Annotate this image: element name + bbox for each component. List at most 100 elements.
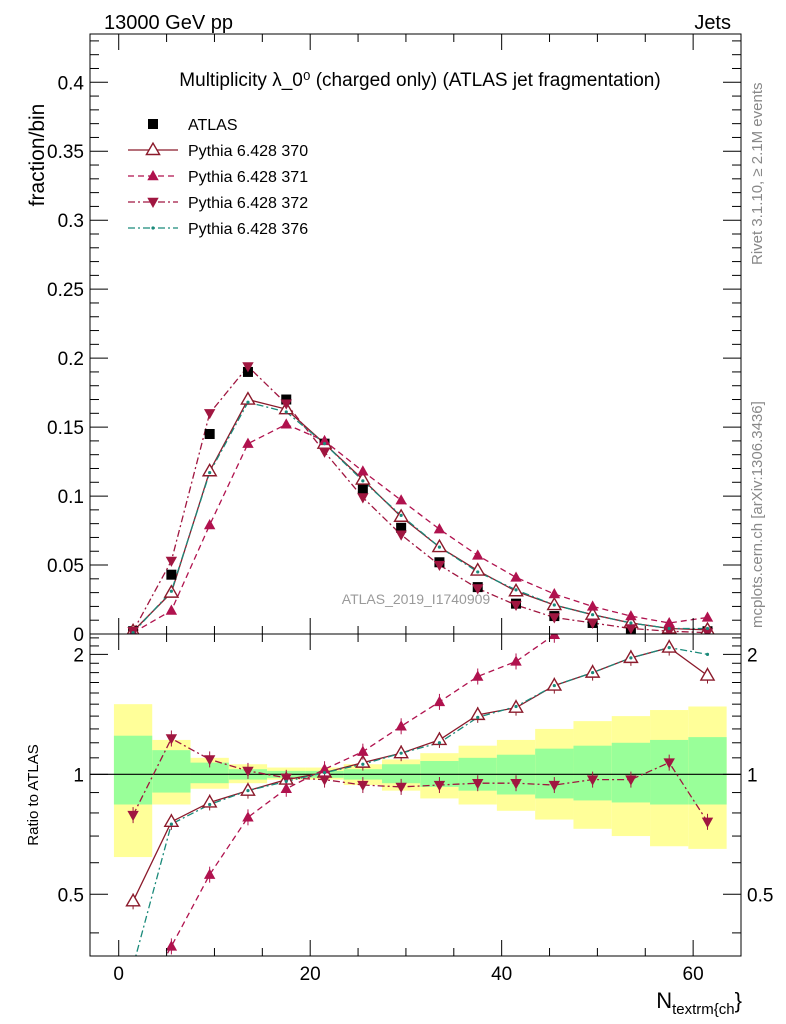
- series-point: [663, 616, 675, 628]
- legend: ATLAS Pythia 6.428 370 Pythia 6.428 371 Pyt…: [128, 117, 308, 238]
- ratio-point: [355, 754, 371, 768]
- y-tick-label: 0.35: [47, 142, 84, 163]
- series-point: [318, 447, 331, 458]
- series-point: [361, 479, 365, 483]
- ratio-point: [361, 762, 365, 766]
- ratio-point: [280, 773, 292, 784]
- ratio-point: [629, 656, 633, 660]
- rivet-label: Rivet 3.1.10, ≥ 2.1M events: [749, 83, 766, 266]
- ratio-point: [433, 695, 446, 707]
- series-point: [357, 465, 369, 476]
- ratio-point: [510, 655, 522, 666]
- ratio-point: [476, 715, 480, 719]
- series-line-ratio: [135, 646, 708, 956]
- ratio-point: [201, 794, 218, 808]
- ratio-point: [169, 822, 173, 826]
- ratio-point: [203, 868, 216, 879]
- header-right: Jets: [694, 12, 731, 34]
- ratio-point: [552, 683, 556, 688]
- ratio-plot-area: [90, 473, 741, 1018]
- ratio-point: [701, 817, 714, 828]
- ratio-point: [663, 758, 675, 769]
- series-line-main: [132, 365, 708, 634]
- ratio-point: [667, 645, 671, 650]
- y-tick-label: 0.1: [58, 487, 84, 508]
- ratio-point: [127, 1008, 138, 1018]
- ratio-y-ticks: 0.5 0.5 1 1 2 2: [58, 637, 773, 934]
- series-point: [476, 570, 480, 574]
- legend-label: Pythia 6.428 370: [188, 143, 308, 160]
- ratio-point: [472, 670, 484, 681]
- x-tick-label: 40: [491, 964, 512, 985]
- series-point: [318, 434, 331, 446]
- ratio-point: [510, 779, 522, 790]
- series-point: [169, 589, 173, 593]
- ratio-point: [357, 780, 369, 792]
- ratio-point: [322, 771, 327, 775]
- series-point: [395, 530, 407, 541]
- ratio-point: [702, 473, 713, 483]
- series-point: [552, 603, 556, 607]
- plot-title: Multiplicity λ_0⁰ (charged only) (ATLAS …: [179, 70, 660, 91]
- ratio-point: [163, 813, 180, 828]
- series-point: [203, 519, 216, 530]
- x-axis-label: Ntextrm{ch}: [656, 988, 742, 1018]
- ratio-point: [395, 782, 407, 793]
- y-tick-label: 0.3: [58, 211, 84, 232]
- y-tick-label: 0.15: [47, 418, 84, 439]
- ratio-point: [318, 775, 331, 786]
- series-point: [472, 584, 484, 595]
- series-point: [357, 493, 369, 504]
- series-point: [701, 628, 714, 634]
- series-point: [586, 618, 599, 629]
- ratio-panel: 0.5 0.5 1 1 2 2 Ratio to ATLAS 0 20 40 60 Ntextr…: [25, 34, 773, 1018]
- ratio-point: [431, 731, 448, 746]
- ratio-point: [131, 965, 134, 968]
- y-tick-label: 0.25: [47, 280, 84, 301]
- watermark: ATLAS_2019_I1740909: [342, 591, 491, 607]
- series-point: [667, 626, 671, 631]
- ratio-point: [280, 782, 292, 793]
- series-point: [625, 610, 637, 621]
- main-panel: 0 0.05 0.1 0.15 0.2 0.25 0.3 0.35 0.4 Multiplici…: [26, 33, 742, 646]
- series-point: [510, 600, 522, 612]
- legend-label: Pythia 6.428 371: [188, 169, 308, 186]
- series-point: [284, 410, 288, 414]
- ratio-point: [127, 810, 139, 822]
- ratio-point: [318, 763, 331, 774]
- series-point: [586, 600, 599, 611]
- series-point: [663, 627, 675, 634]
- ratio-tick-label-right: 0.5: [747, 885, 773, 906]
- ratio-point: [472, 779, 484, 790]
- series-point: [395, 494, 407, 505]
- series-point: [701, 611, 714, 622]
- ratio-point: [284, 779, 288, 783]
- series-point: [469, 562, 486, 576]
- ratio-point: [208, 802, 212, 807]
- series-point: [131, 631, 135, 634]
- series-point: [548, 613, 561, 624]
- x-tick-label: 20: [300, 964, 321, 985]
- series-point: [165, 604, 178, 615]
- data-point: [357, 484, 368, 495]
- series-point: [399, 513, 403, 517]
- ratio-point: [203, 755, 216, 766]
- series-point: [510, 571, 522, 582]
- ratio-band-inner: [190, 762, 229, 784]
- series-point: [240, 391, 256, 405]
- ratio-point: [165, 940, 178, 951]
- ratio-band-inner: [650, 739, 689, 805]
- legend-label: Pythia 6.428 372: [188, 195, 308, 212]
- ratio-band-inner: [152, 750, 191, 793]
- data-point: [166, 569, 177, 580]
- ratio-tick-label-left: 2: [73, 645, 84, 666]
- ratio-point: [663, 537, 674, 547]
- ratio-point: [433, 780, 446, 792]
- legend-marker: [151, 226, 155, 230]
- main-plot-area: [126, 362, 715, 634]
- ratio-tick-label-left: 1: [73, 765, 84, 786]
- ratio-point: [591, 671, 595, 675]
- ratio-point: [125, 893, 141, 907]
- series-line-main: [132, 423, 708, 634]
